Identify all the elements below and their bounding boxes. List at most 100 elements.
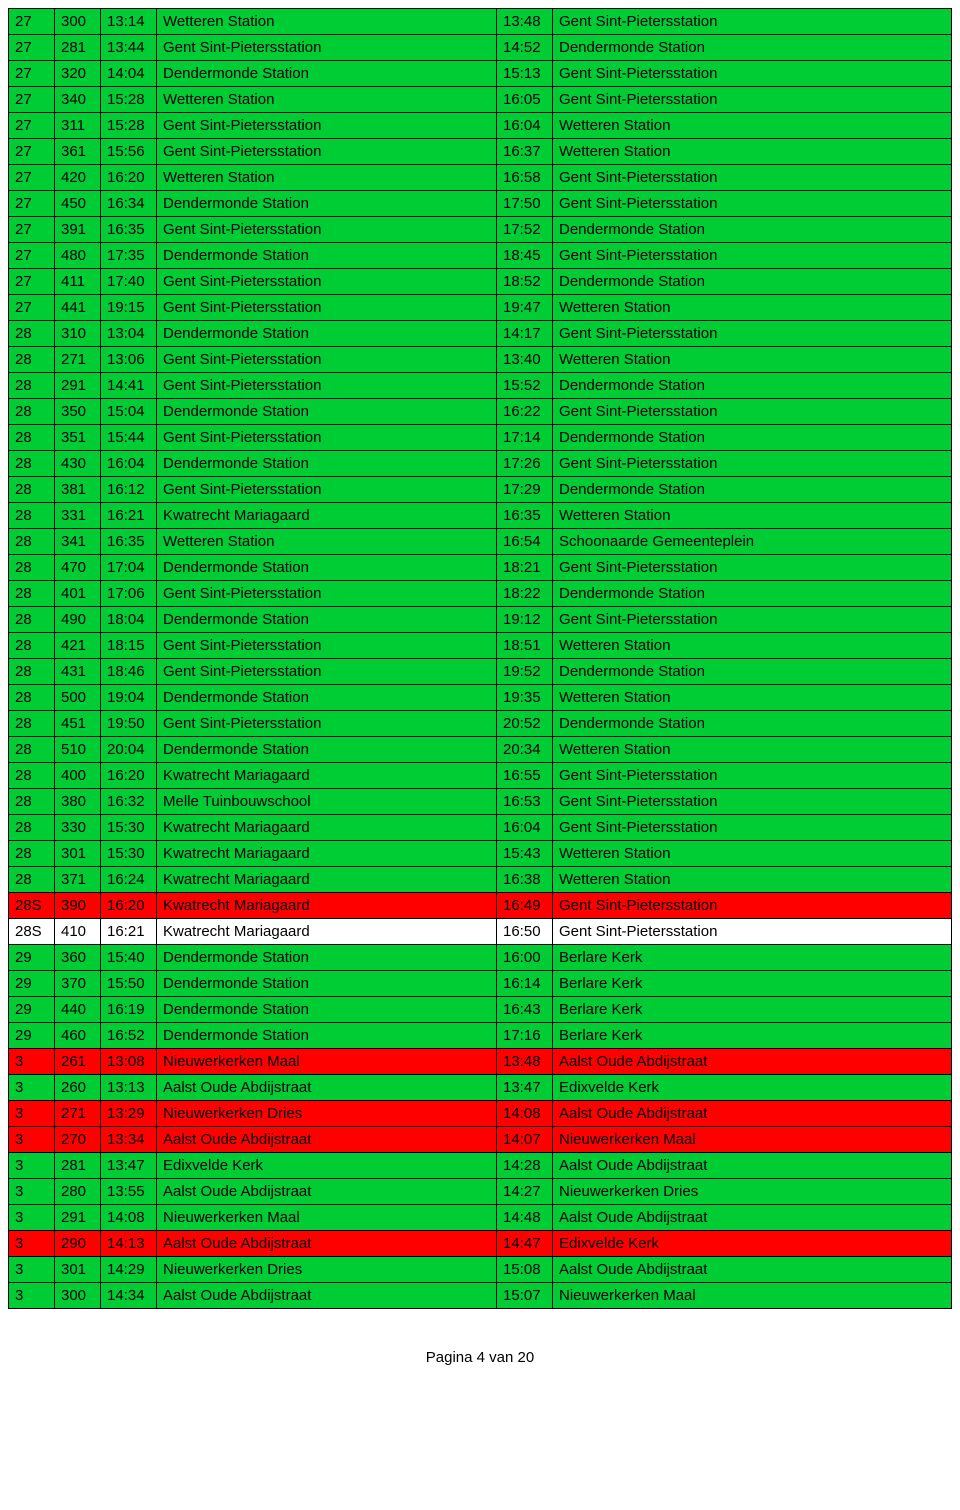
table-row: 329114:08Nieuwerkerken Maal14:48Aalst Ou… (9, 1205, 952, 1231)
table-cell: 28 (9, 867, 55, 893)
table-cell: 28 (9, 347, 55, 373)
table-cell: 14:07 (497, 1127, 553, 1153)
table-cell: 15:56 (101, 139, 157, 165)
table-cell: Gent Sint-Pietersstation (157, 217, 497, 243)
table-row: 2851020:04Dendermonde Station20:34Wetter… (9, 737, 952, 763)
table-row: 2850019:04Dendermonde Station19:35Wetter… (9, 685, 952, 711)
table-cell: 15:52 (497, 373, 553, 399)
table-cell: 13:48 (497, 1049, 553, 1075)
table-cell: 13:47 (101, 1153, 157, 1179)
table-row: 2835015:04Dendermonde Station16:22Gent S… (9, 399, 952, 425)
table-cell: Wetteren Station (553, 867, 952, 893)
table-cell: 29 (9, 971, 55, 997)
schedule-table: 2730013:14Wetteren Station13:48Gent Sint… (8, 8, 952, 1309)
table-cell: 16:14 (497, 971, 553, 997)
table-cell: 16:53 (497, 789, 553, 815)
table-cell: Dendermonde Station (553, 477, 952, 503)
table-cell: 29 (9, 945, 55, 971)
table-cell: 451 (55, 711, 101, 737)
table-cell: 15:43 (497, 841, 553, 867)
table-row: 2734015:28Wetteren Station16:05Gent Sint… (9, 87, 952, 113)
table-cell: Wetteren Station (157, 165, 497, 191)
table-cell: 361 (55, 139, 101, 165)
table-row: 326113:08Nieuwerkerken Maal13:48Aalst Ou… (9, 1049, 952, 1075)
table-cell: 28 (9, 321, 55, 347)
table-cell: 16:50 (497, 919, 553, 945)
table-row: 2833015:30Kwatrecht Mariagaard16:04Gent … (9, 815, 952, 841)
table-cell: 16:04 (101, 451, 157, 477)
table-row: 2745016:34Dendermonde Station17:50Gent S… (9, 191, 952, 217)
table-cell: 291 (55, 373, 101, 399)
table-cell: 28 (9, 529, 55, 555)
table-cell: Wetteren Station (553, 139, 952, 165)
table-cell: Dendermonde Station (553, 373, 952, 399)
table-cell: 13:48 (497, 9, 553, 35)
table-cell: 16:55 (497, 763, 553, 789)
table-cell: Wetteren Station (553, 737, 952, 763)
table-row: 2829114:41Gent Sint-Pietersstation15:52D… (9, 373, 952, 399)
table-cell: 360 (55, 945, 101, 971)
table-row: 2730013:14Wetteren Station13:48Gent Sint… (9, 9, 952, 35)
table-cell: 15:07 (497, 1283, 553, 1309)
table-cell: Dendermonde Station (553, 581, 952, 607)
table-cell: Nieuwerkerken Maal (157, 1049, 497, 1075)
table-cell: 281 (55, 1153, 101, 1179)
table-cell: 18:15 (101, 633, 157, 659)
table-row: 2728113:44Gent Sint-Pietersstation14:52D… (9, 35, 952, 61)
table-cell: 27 (9, 165, 55, 191)
table-cell: Gent Sint-Pietersstation (553, 815, 952, 841)
table-cell: 13:34 (101, 1127, 157, 1153)
table-cell: 271 (55, 347, 101, 373)
table-cell: 15:30 (101, 815, 157, 841)
table-cell: Dendermonde Station (553, 269, 952, 295)
table-row: 330114:29Nieuwerkerken Dries15:08Aalst O… (9, 1257, 952, 1283)
table-cell: 270 (55, 1127, 101, 1153)
table-cell: 17:52 (497, 217, 553, 243)
table-cell: 320 (55, 61, 101, 87)
table-cell: 14:08 (497, 1101, 553, 1127)
table-cell: 14:28 (497, 1153, 553, 1179)
table-cell: Kwatrecht Mariagaard (157, 763, 497, 789)
table-row: 2830115:30Kwatrecht Mariagaard15:43Wette… (9, 841, 952, 867)
table-cell: 16:35 (101, 217, 157, 243)
table-cell: Kwatrecht Mariagaard (157, 919, 497, 945)
table-cell: Wetteren Station (553, 633, 952, 659)
table-cell: 340 (55, 87, 101, 113)
table-cell: 13:55 (101, 1179, 157, 1205)
table-cell: 28 (9, 477, 55, 503)
table-cell: Gent Sint-Pietersstation (157, 139, 497, 165)
table-cell: 14:08 (101, 1205, 157, 1231)
table-row: 2834116:35Wetteren Station16:54Schoonaar… (9, 529, 952, 555)
table-cell: Gent Sint-Pietersstation (157, 425, 497, 451)
table-cell: 281 (55, 35, 101, 61)
table-cell: Aalst Oude Abdijstraat (157, 1075, 497, 1101)
table-cell: Dendermonde Station (157, 607, 497, 633)
table-cell: Gent Sint-Pietersstation (553, 399, 952, 425)
table-row: 2842118:15Gent Sint-Pietersstation18:51W… (9, 633, 952, 659)
table-cell: Gent Sint-Pietersstation (157, 711, 497, 737)
table-cell: 3 (9, 1231, 55, 1257)
table-row: 2838116:12Gent Sint-Pietersstation17:29D… (9, 477, 952, 503)
table-row: 328113:47Edixvelde Kerk14:28Aalst Oude A… (9, 1153, 952, 1179)
table-cell: 28S (9, 919, 55, 945)
table-cell: 19:04 (101, 685, 157, 711)
table-cell: 3 (9, 1257, 55, 1283)
table-cell: 17:14 (497, 425, 553, 451)
table-cell: Melle Tuinbouwschool (157, 789, 497, 815)
table-cell: 13:40 (497, 347, 553, 373)
table-cell: Wetteren Station (553, 347, 952, 373)
table-cell: Wetteren Station (553, 503, 952, 529)
table-cell: 18:46 (101, 659, 157, 685)
table-cell: Gent Sint-Pietersstation (157, 581, 497, 607)
table-cell: 14:13 (101, 1231, 157, 1257)
table-row: 2827113:06Gent Sint-Pietersstation13:40W… (9, 347, 952, 373)
table-cell: 13:44 (101, 35, 157, 61)
table-cell: 261 (55, 1049, 101, 1075)
table-cell: Aalst Oude Abdijstraat (553, 1153, 952, 1179)
table-cell: 16:12 (101, 477, 157, 503)
table-cell: Kwatrecht Mariagaard (157, 867, 497, 893)
table-cell: 14:52 (497, 35, 553, 61)
table-cell: 16:52 (101, 1023, 157, 1049)
table-cell: Gent Sint-Pietersstation (553, 321, 952, 347)
table-cell: Berlare Kerk (553, 1023, 952, 1049)
